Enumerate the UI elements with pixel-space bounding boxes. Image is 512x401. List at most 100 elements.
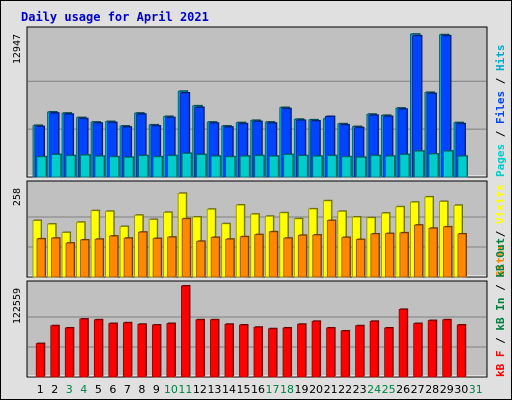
bar-pages-day-21 — [326, 155, 337, 178]
bar-kb-f-day-4 — [79, 318, 89, 378]
x-tick-label: 17 — [266, 383, 280, 396]
bar-pages-day-7 — [123, 157, 134, 178]
x-tick-label: 12 — [193, 383, 207, 396]
x-tick-label: 3 — [66, 383, 73, 396]
bar-sites-day-21 — [326, 220, 336, 278]
x-tick-label: 16 — [251, 383, 265, 396]
bar-kb-f-day-25 — [384, 327, 394, 378]
bar-pages-day-22 — [341, 156, 352, 178]
legend-entry: / — [494, 331, 507, 351]
bar-sites-day-16 — [254, 234, 264, 278]
x-tick-label: 6 — [109, 383, 116, 396]
bar-pages-day-11 — [181, 153, 192, 178]
x-tick-label: 23 — [353, 383, 367, 396]
bar-pages-day-26 — [399, 154, 410, 178]
x-tick-label: 27 — [411, 383, 425, 396]
bar-pages-day-5 — [94, 155, 105, 178]
bar-pages-day-19 — [297, 155, 308, 178]
x-tick-label: 13 — [207, 383, 221, 396]
bar-kb-f-day-12 — [195, 319, 205, 378]
bar-kb-f-day-11 — [181, 285, 190, 378]
x-tick-label: 22 — [338, 383, 352, 396]
bar-sites-day-11 — [181, 218, 191, 278]
bar-sites-day-8 — [138, 231, 148, 278]
bar-pages-day-29 — [443, 150, 453, 178]
bar-sites-day-26 — [399, 232, 409, 278]
x-tick-label: 1 — [37, 383, 44, 396]
bar-kb-f-day-21 — [326, 327, 335, 378]
bar-sites-day-2 — [51, 237, 60, 278]
bar-pages-day-23 — [355, 157, 366, 178]
x-tick-label: 24 — [367, 383, 381, 396]
x-tick-label: 31 — [469, 383, 483, 396]
bar-sites-day-10 — [167, 236, 177, 278]
bar-pages-day-30 — [457, 155, 468, 178]
bar-kb-f-day-30 — [456, 324, 466, 378]
x-tick-label: 11 — [178, 383, 192, 396]
legend-entry: Files — [494, 91, 507, 124]
bar-kb-f-day-14 — [224, 323, 234, 378]
legend-entry: kB F — [494, 351, 507, 378]
x-tick-label: 14 — [222, 383, 236, 396]
bar-kb-f-day-2 — [50, 325, 60, 378]
bar-pages-day-16 — [254, 155, 265, 178]
bar-pages-day-20 — [312, 155, 323, 178]
bar-kb-f-day-24 — [369, 320, 379, 378]
legend-entry: kB In — [494, 298, 507, 331]
bar-kb-f-day-22 — [340, 330, 350, 378]
x-tick-label: 18 — [280, 383, 294, 396]
legend-entry: / — [494, 124, 507, 144]
legend-entry: Visits — [494, 184, 507, 224]
legend-entry: Hits — [494, 45, 507, 72]
bar-sites-day-7 — [123, 237, 133, 278]
x-tick-label: 25 — [382, 383, 396, 396]
legend-entry: Sites — [494, 244, 507, 277]
bar-sites-day-27 — [414, 224, 423, 278]
x-tick-label: 8 — [138, 383, 145, 396]
bar-pages-day-6 — [109, 156, 119, 178]
bar-pages-day-25 — [384, 155, 395, 178]
x-tick-label: 9 — [153, 383, 160, 396]
bar-pages-day-12 — [196, 154, 207, 178]
bar-kb-f-day-27 — [413, 323, 423, 378]
bar-sites-day-5 — [94, 238, 104, 278]
bar-pages-day-17 — [268, 155, 279, 178]
bar-kb-f-day-18 — [282, 327, 292, 378]
bar-sites-day-9 — [152, 238, 162, 278]
bar-pages-day-9 — [152, 156, 163, 178]
bar-pages-day-28 — [428, 153, 439, 178]
bar-kb-f-day-10 — [166, 323, 176, 378]
bar-sites-day-24 — [370, 233, 380, 278]
legend-kbytes: kB F / kB In / kB Out — [494, 238, 507, 377]
x-tick-label: 15 — [236, 383, 250, 396]
bar-kb-f-day-28 — [427, 320, 437, 378]
bar-sites-day-14 — [225, 238, 235, 278]
legend-entry: Pages — [494, 144, 507, 177]
bar-kb-f-day-13 — [210, 319, 219, 378]
bar-kb-f-day-5 — [93, 319, 103, 378]
bar-sites-day-28 — [428, 227, 438, 278]
bar-sites-day-17 — [268, 231, 278, 278]
y-max-label: 122559 — [12, 288, 23, 324]
bar-kb-f-day-16 — [253, 326, 263, 378]
x-tick-label: 4 — [80, 383, 87, 396]
x-tick-label: 29 — [440, 383, 454, 396]
x-tick-label: 26 — [396, 383, 410, 396]
bar-sites-day-13 — [210, 237, 220, 278]
bar-pages-day-15 — [239, 155, 250, 178]
x-tick-label: 5 — [95, 383, 102, 396]
bar-kb-f-day-20 — [311, 320, 321, 378]
legend-entry: / — [494, 224, 507, 244]
bar-sites-day-25 — [384, 233, 394, 278]
x-tick-label: 2 — [51, 383, 58, 396]
x-tick-label: 30 — [454, 383, 468, 396]
bar-sites-day-29 — [443, 226, 452, 278]
bar-pages-day-13 — [210, 155, 221, 178]
legend-entry: / — [494, 278, 507, 298]
x-tick-label: 10 — [164, 383, 178, 396]
bar-pages-day-10 — [167, 155, 178, 178]
bar-kb-f-day-15 — [239, 324, 248, 378]
bar-sites-day-18 — [283, 237, 293, 278]
bar-pages-day-24 — [370, 155, 381, 178]
